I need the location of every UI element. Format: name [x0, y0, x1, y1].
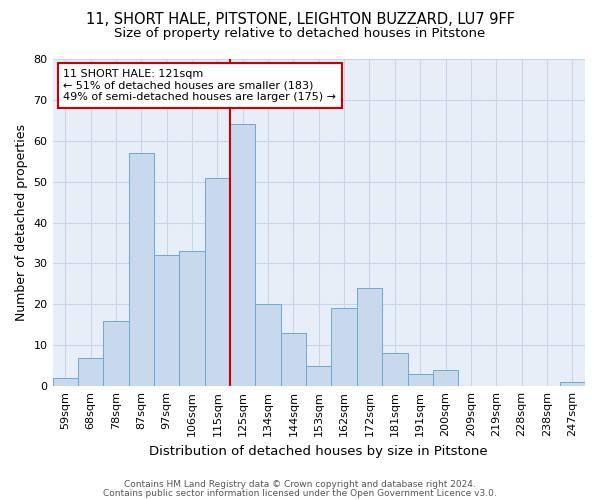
Text: Size of property relative to detached houses in Pitstone: Size of property relative to detached ho…	[115, 28, 485, 40]
Bar	[407, 374, 433, 386]
Bar	[433, 370, 458, 386]
Text: Contains public sector information licensed under the Open Government Licence v3: Contains public sector information licen…	[103, 488, 497, 498]
Bar	[179, 251, 205, 386]
Bar	[281, 333, 306, 386]
Bar	[205, 178, 230, 386]
Bar	[331, 308, 357, 386]
Text: Contains HM Land Registry data © Crown copyright and database right 2024.: Contains HM Land Registry data © Crown c…	[124, 480, 476, 489]
Text: 11 SHORT HALE: 121sqm
← 51% of detached houses are smaller (183)
49% of semi-det: 11 SHORT HALE: 121sqm ← 51% of detached …	[63, 69, 336, 102]
Text: 11, SHORT HALE, PITSTONE, LEIGHTON BUZZARD, LU7 9FF: 11, SHORT HALE, PITSTONE, LEIGHTON BUZZA…	[86, 12, 515, 28]
Y-axis label: Number of detached properties: Number of detached properties	[15, 124, 28, 321]
Bar	[256, 304, 281, 386]
Bar	[78, 358, 103, 386]
Bar	[382, 354, 407, 386]
X-axis label: Distribution of detached houses by size in Pitstone: Distribution of detached houses by size …	[149, 444, 488, 458]
Bar	[53, 378, 78, 386]
Bar	[103, 320, 128, 386]
Bar	[154, 256, 179, 386]
Bar	[357, 288, 382, 386]
Bar	[128, 153, 154, 386]
Bar	[560, 382, 585, 386]
Bar	[306, 366, 331, 386]
Bar	[230, 124, 256, 386]
